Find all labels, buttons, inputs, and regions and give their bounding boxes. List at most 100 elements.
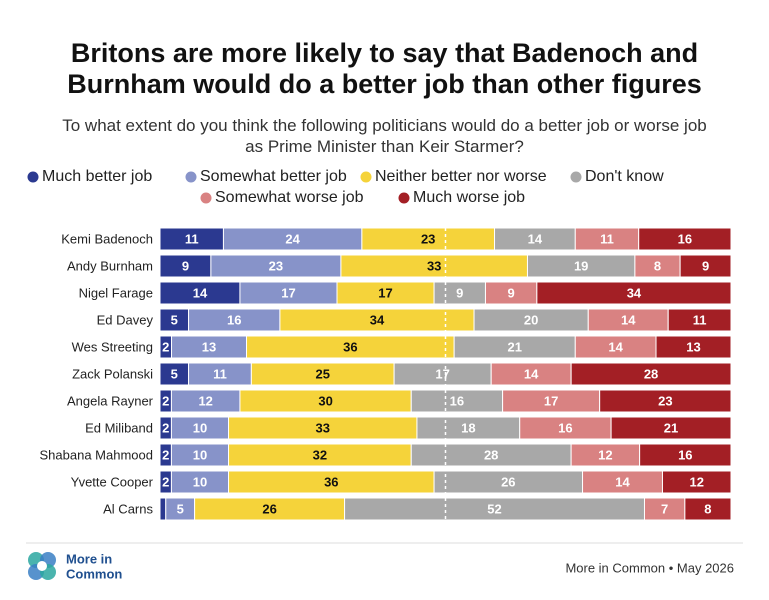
y-tick-label: Shabana Mahmood — [40, 447, 153, 462]
data-label: 9 — [182, 258, 189, 273]
data-label: 9 — [508, 285, 515, 300]
data-label: 24 — [285, 231, 300, 246]
bar-segment — [679, 254, 732, 278]
data-label: 16 — [450, 393, 464, 408]
logo-mark — [28, 552, 56, 580]
data-label: 19 — [574, 258, 588, 273]
data-label: 11 — [693, 312, 707, 327]
y-tick-label: Nigel Farage — [79, 285, 153, 300]
legend-marker — [27, 171, 39, 183]
data-label: 11 — [213, 366, 227, 381]
y-tick-label: Al Carns — [103, 501, 153, 516]
legend-label: Much worse job — [413, 189, 525, 206]
y-tick-label: Ed Miliband — [85, 420, 153, 435]
legend-marker — [360, 171, 372, 183]
data-label: 5 — [171, 312, 178, 327]
bar-segment — [610, 416, 732, 440]
y-tick-label: Wes Streeting — [72, 339, 153, 354]
data-label: 36 — [343, 339, 357, 354]
legend-label: Don't know — [585, 168, 664, 185]
y-tick-label: Yvette Cooper — [71, 474, 154, 489]
data-label: 2 — [162, 474, 169, 489]
logo-text: Common — [66, 566, 122, 581]
data-label: 13 — [686, 339, 700, 354]
data-label: 16 — [678, 231, 692, 246]
data-label: 23 — [658, 393, 672, 408]
bar-segment — [661, 470, 732, 494]
data-label: 34 — [370, 312, 385, 327]
data-label: 17 — [544, 393, 558, 408]
data-label: 28 — [484, 447, 498, 462]
legend-marker — [200, 192, 212, 204]
data-label: 17 — [281, 285, 295, 300]
bar-segment — [638, 227, 732, 251]
legend-label: Somewhat worse job — [215, 189, 364, 206]
bar-segment — [599, 389, 732, 413]
data-label: 21 — [664, 420, 678, 435]
source: More in Common • May 2026 — [565, 560, 734, 575]
data-label: 16 — [558, 420, 572, 435]
chart-subtitle: To what extent do you think the followin… — [62, 116, 707, 156]
logo-text: More in — [66, 551, 112, 566]
data-label: 10 — [193, 420, 207, 435]
legend-label: Neither better nor worse — [375, 168, 547, 185]
data-label: 14 — [608, 339, 623, 354]
data-label: 32 — [313, 447, 327, 462]
data-label: 52 — [487, 501, 501, 516]
data-label: 23 — [269, 258, 283, 273]
legend-marker — [570, 171, 582, 183]
data-label: 12 — [198, 393, 212, 408]
bar-segment — [684, 497, 732, 521]
data-label: 16 — [227, 312, 241, 327]
data-label: 26 — [262, 501, 276, 516]
data-label: 8 — [704, 501, 711, 516]
data-label: 5 — [171, 366, 178, 381]
y-tick-label: Zack Polanski — [72, 366, 153, 381]
data-label: 17 — [435, 366, 449, 381]
data-label: 13 — [202, 339, 216, 354]
data-label: 2 — [162, 339, 169, 354]
legend-label: Somewhat better job — [200, 168, 347, 185]
data-label: 28 — [644, 366, 658, 381]
data-label: 16 — [678, 447, 692, 462]
data-label: 26 — [501, 474, 515, 489]
data-label: 17 — [378, 285, 392, 300]
legend-marker — [185, 171, 197, 183]
data-label: 36 — [324, 474, 338, 489]
data-label: 14 — [524, 366, 539, 381]
data-label: 33 — [427, 258, 441, 273]
data-label: 11 — [185, 231, 199, 246]
data-label: 33 — [316, 420, 330, 435]
bar-segment — [570, 362, 732, 386]
legend-marker — [398, 192, 410, 204]
y-tick-label: Ed Davey — [97, 312, 154, 327]
legend-label: Much better job — [42, 168, 152, 185]
data-label: 30 — [318, 393, 332, 408]
data-label: 9 — [456, 285, 463, 300]
data-label: 21 — [507, 339, 521, 354]
data-label: 18 — [461, 420, 475, 435]
data-label: 14 — [193, 285, 208, 300]
y-tick-label: Kemi Badenoch — [61, 231, 153, 246]
data-label: 12 — [690, 474, 704, 489]
bar-segment — [667, 308, 732, 332]
data-label: 7 — [661, 501, 668, 516]
data-label: 5 — [177, 501, 184, 516]
bar-segment — [655, 335, 732, 359]
data-label: 10 — [193, 447, 207, 462]
data-label: 12 — [598, 447, 612, 462]
data-label: 2 — [162, 420, 169, 435]
bar-segment — [159, 497, 167, 521]
data-label: 11 — [600, 231, 614, 246]
y-tick-label: Andy Burnham — [67, 258, 153, 273]
data-label: 20 — [524, 312, 538, 327]
bar-segment — [639, 443, 732, 467]
data-label: 25 — [316, 366, 330, 381]
chart-title: Britons are more likely to say that Bade… — [67, 38, 702, 99]
y-tick-label: Angela Rayner — [67, 393, 154, 408]
data-label: 2 — [162, 447, 169, 462]
data-label: 34 — [627, 285, 642, 300]
data-label: 14 — [621, 312, 636, 327]
